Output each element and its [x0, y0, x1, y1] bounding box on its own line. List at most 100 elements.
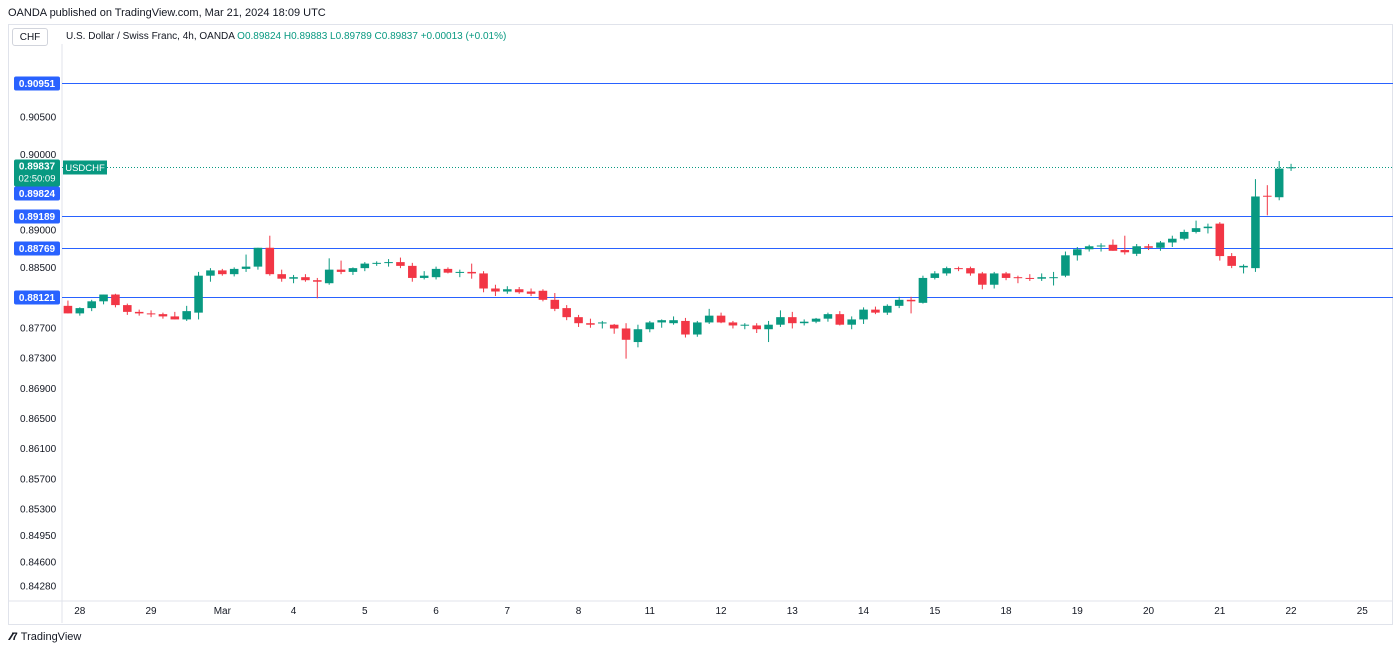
- candle-body: [396, 262, 405, 266]
- x-tick-label: 5: [362, 606, 368, 617]
- candle-body: [1179, 231, 1189, 239]
- level-price-label: 0.88121: [19, 293, 56, 304]
- candle-body: [467, 271, 476, 274]
- candle-body: [681, 320, 690, 335]
- y-tick-label: 0.86100: [20, 444, 57, 455]
- candle-body: [75, 308, 85, 314]
- candle-body: [574, 317, 583, 324]
- candle-body: [633, 329, 643, 343]
- candle-body: [1132, 246, 1141, 254]
- candle-body: [823, 314, 833, 319]
- candle-body: [408, 265, 417, 278]
- x-tick-label: 22: [1286, 606, 1298, 617]
- candle-body: [562, 308, 571, 318]
- candle-body: [1096, 245, 1106, 247]
- candle-body: [621, 328, 631, 340]
- candle-body: [1251, 196, 1260, 269]
- current-price-tag: [14, 159, 60, 187]
- candle-body: [669, 320, 678, 324]
- candle-body: [146, 313, 156, 315]
- candle-body: [871, 309, 880, 313]
- candle-body: [978, 273, 987, 285]
- candle-body: [265, 247, 275, 275]
- candle-body: [894, 299, 904, 306]
- candle-body: [111, 294, 120, 306]
- candle-body: [645, 322, 655, 330]
- level-price-label: 0.88769: [19, 244, 56, 255]
- currency-button[interactable]: CHF: [12, 28, 48, 46]
- candle-body: [99, 294, 108, 302]
- footer: ⁄⁄7 TradingView: [10, 631, 81, 643]
- candle-body: [1227, 256, 1236, 266]
- candle-body: [609, 324, 619, 329]
- candle-body: [966, 268, 975, 274]
- candle-body: [954, 268, 963, 270]
- candle-body: [158, 314, 168, 317]
- level-price-tag: [14, 241, 60, 256]
- candle-body: [1037, 277, 1046, 279]
- candle-body: [289, 277, 298, 279]
- candle-body: [1025, 277, 1035, 279]
- candle-body: [277, 274, 286, 279]
- x-tick-label: 12: [716, 606, 728, 617]
- x-tick-label: 25: [1357, 606, 1369, 617]
- candle-body: [241, 266, 251, 269]
- tradingview-logo-icon: ⁄⁄7: [10, 631, 18, 643]
- candle-body: [989, 273, 999, 285]
- candle-body: [372, 262, 381, 264]
- candle-body: [384, 262, 393, 264]
- candle-body: [693, 322, 702, 335]
- x-tick-label: 18: [1001, 606, 1013, 617]
- candle-body: [847, 319, 856, 325]
- candle-body: [716, 315, 726, 323]
- candle-body: [431, 268, 441, 278]
- x-tick-label: 6: [433, 606, 439, 617]
- candle-body: [229, 268, 239, 275]
- candle-body: [87, 301, 96, 309]
- candle-body: [218, 270, 227, 275]
- candle-body: [170, 316, 180, 320]
- candle-body: [799, 321, 809, 324]
- candle-body: [1203, 226, 1213, 229]
- legend-open: O0.89824: [237, 31, 282, 42]
- x-tick-label: 14: [858, 606, 870, 617]
- x-tick-label: 21: [1214, 606, 1226, 617]
- y-tick-label: 0.84280: [20, 581, 57, 592]
- candle-body: [740, 324, 750, 326]
- candle-body: [918, 277, 928, 303]
- candle-body: [1168, 238, 1177, 243]
- candle-body: [1001, 273, 1011, 278]
- candle-body: [788, 317, 797, 324]
- candle-body: [1156, 242, 1165, 248]
- candle-body: [123, 305, 132, 312]
- x-tick-label: 20: [1143, 606, 1155, 617]
- candle-body: [313, 280, 322, 282]
- y-tick-label: 0.85700: [20, 474, 57, 485]
- candle-body: [491, 288, 500, 292]
- symbol-tag: [63, 160, 107, 175]
- candle-body: [906, 299, 916, 302]
- legend-change: +0.00013 (+0.01%): [420, 31, 507, 42]
- candle-body: [324, 269, 334, 284]
- footer-brand: TradingView: [20, 631, 82, 643]
- y-tick-label: 0.88500: [20, 263, 57, 274]
- legend-title: U.S. Dollar / Swiss Franc, 4h, OANDA: [66, 31, 235, 42]
- y-tick-label: 0.84950: [20, 531, 57, 542]
- candle-body: [728, 322, 738, 326]
- candle-body: [598, 322, 607, 324]
- x-tick-label: 13: [787, 606, 799, 617]
- candle-body: [859, 309, 868, 320]
- y-tick-label: 0.85300: [20, 504, 57, 515]
- candle-body: [835, 314, 845, 325]
- candle-body: [194, 275, 203, 313]
- candle-body: [1286, 167, 1296, 169]
- y-tick-label: 0.90000: [20, 150, 57, 161]
- candle-body: [514, 289, 524, 293]
- candle-body: [1061, 255, 1070, 276]
- candle-body: [301, 277, 310, 281]
- candle-body: [930, 273, 940, 278]
- candle-body: [443, 268, 453, 273]
- legend-low: L0.89789: [330, 31, 372, 42]
- symbol-tag-label: USDCHF: [65, 163, 105, 174]
